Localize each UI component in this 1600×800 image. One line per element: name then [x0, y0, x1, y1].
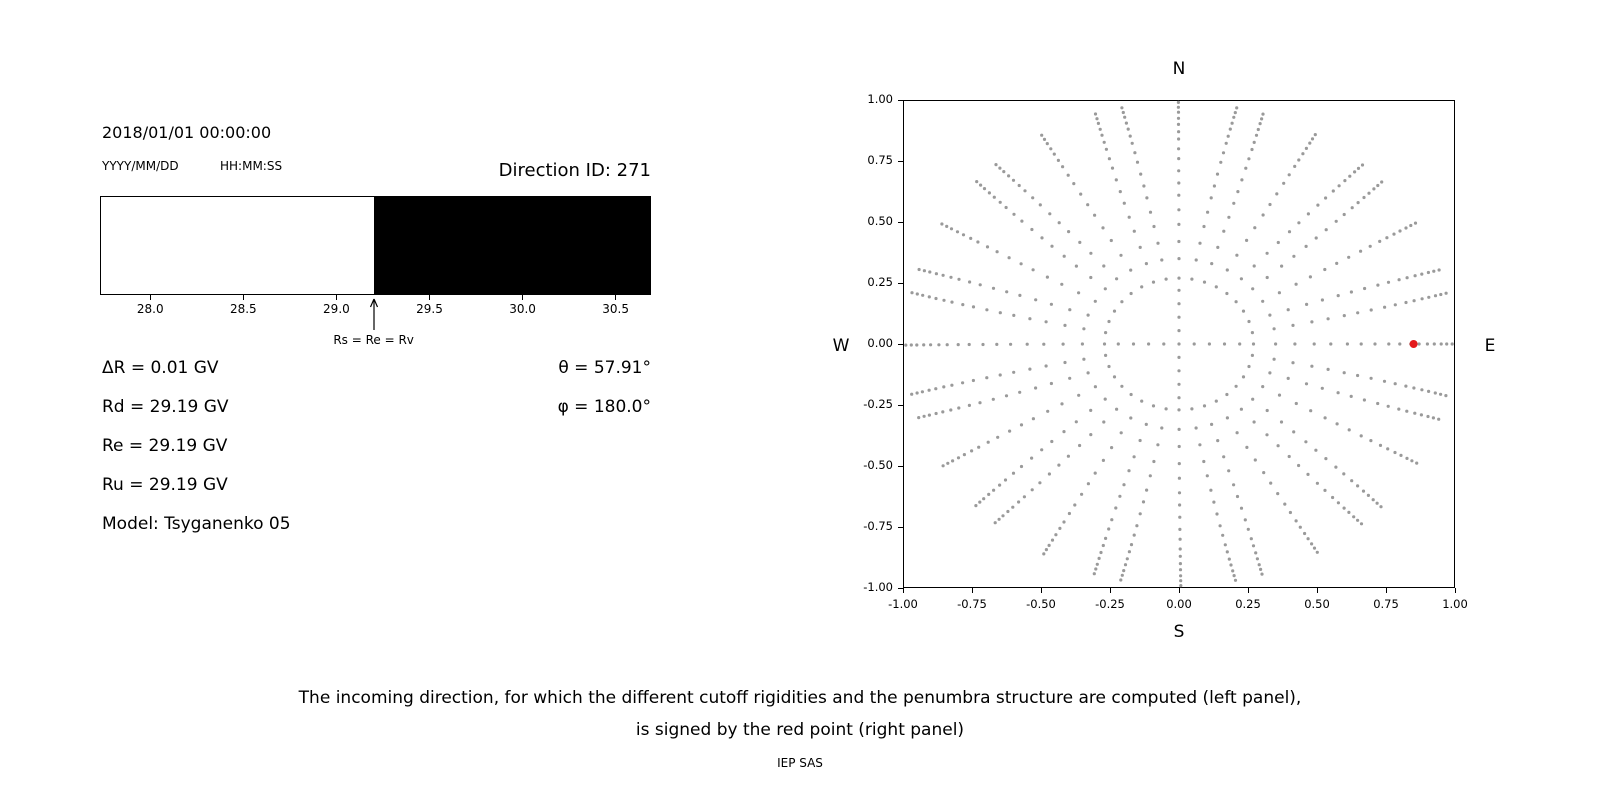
theta-label: θ = 57.91°: [558, 358, 651, 378]
y-tick-label: 0.75: [867, 153, 893, 167]
x-tick-mark: [522, 295, 524, 300]
x-tick-mark: [902, 588, 904, 593]
plot-frame: [903, 100, 1455, 588]
y-tick-mark: [898, 160, 903, 162]
cutoff-arrow-icon: [369, 298, 378, 330]
x-tick-mark: [1385, 588, 1387, 593]
x-tick-label: 29.0: [323, 302, 350, 316]
direction-id-label: Direction ID: 271: [498, 160, 651, 181]
x-tick-label: 0.50: [1304, 597, 1330, 611]
y-tick-mark: [898, 343, 903, 345]
y-tick-mark: [898, 587, 903, 589]
y-tick-mark: [898, 282, 903, 284]
model-label: Model: Tsyganenko 05: [102, 514, 291, 534]
y-tick-mark: [898, 221, 903, 223]
y-tick-label: -0.25: [863, 397, 893, 411]
x-tick-label: 0.00: [1166, 597, 1192, 611]
y-tick-label: 0.00: [867, 336, 893, 350]
x-tick-label: 28.5: [229, 302, 257, 316]
x-tick-label: 29.5: [416, 302, 443, 316]
y-tick-label: 0.25: [867, 275, 893, 289]
x-tick-label: 30.5: [602, 302, 629, 316]
compass-west-label: W: [832, 336, 850, 356]
date-format-label: YYYY/MM/DD: [102, 159, 179, 173]
datetime-label: 2018/01/01 00:00:00: [102, 123, 272, 142]
y-tick-mark: [898, 404, 903, 406]
compass-south-label: S: [1173, 622, 1185, 642]
y-tick-label: -0.75: [863, 519, 893, 533]
x-tick-label: 28.0: [136, 302, 164, 316]
penumbra-region: [373, 197, 650, 294]
y-tick-mark: [898, 99, 903, 101]
y-tick-mark: [898, 465, 903, 467]
x-tick-label: 0.75: [1373, 597, 1399, 611]
penumbra-panel: 28.0 28.5 29.0 29.5 30.0 30.5 Rs = Re = Rv: [100, 196, 651, 356]
y-tick-label: 0.50: [867, 214, 893, 228]
penumbra-bar: [100, 196, 651, 295]
direction-plot-panel: -1.00 -0.75 -0.50 -0.25 0.00 0.25 0.50 0.75 1.00…: [833, 59, 1496, 642]
x-tick-mark: [615, 295, 617, 300]
x-tick-mark: [149, 295, 151, 300]
x-tick-label: 1.00: [1442, 597, 1468, 611]
x-tick-label: -0.50: [1026, 597, 1056, 611]
re-label: Re = 29.19 GV: [102, 436, 228, 456]
y-tick-label: -0.50: [863, 458, 893, 472]
x-tick-label: 30.0: [509, 302, 536, 316]
y-tick-mark: [898, 526, 903, 528]
direction-scatter: [904, 100, 1454, 588]
x-tick-mark: [242, 295, 244, 300]
x-tick-mark: [1109, 588, 1111, 593]
x-tick-mark: [1178, 588, 1180, 593]
x-tick-mark: [428, 295, 430, 300]
cutoff-arrow-label: Rs = Re = Rv: [333, 333, 414, 347]
rd-label: Rd = 29.19 GV: [102, 397, 229, 417]
x-tick-mark: [1316, 588, 1318, 593]
x-tick-label: -1.00: [888, 597, 918, 611]
time-format-label: HH:MM:SS: [220, 159, 283, 173]
x-tick-label: -0.25: [1095, 597, 1125, 611]
x-tick-mark: [971, 588, 973, 593]
delta-r-label: ΔR = 0.01 GV: [102, 358, 219, 378]
compass-north-label: N: [1172, 59, 1186, 79]
caption-line2: is signed by the red point (right panel): [635, 720, 965, 740]
y-tick-label: 1.00: [867, 92, 893, 106]
compass-east-label: E: [1484, 336, 1496, 356]
x-tick-label: -0.75: [957, 597, 987, 611]
x-tick-mark: [1247, 588, 1249, 593]
y-tick-label: -1.00: [863, 580, 893, 594]
penumbra-region: [101, 197, 374, 294]
phi-label: φ = 180.0°: [557, 397, 651, 417]
caption-line1: The incoming direction, for which the di…: [298, 688, 1302, 708]
ru-label: Ru = 29.19 GV: [102, 475, 228, 495]
x-tick-mark: [335, 295, 337, 300]
x-tick-label: 0.25: [1235, 597, 1261, 611]
credit-label: IEP SAS: [777, 756, 823, 770]
x-tick-mark: [1040, 588, 1042, 593]
x-tick-mark: [1454, 588, 1456, 593]
